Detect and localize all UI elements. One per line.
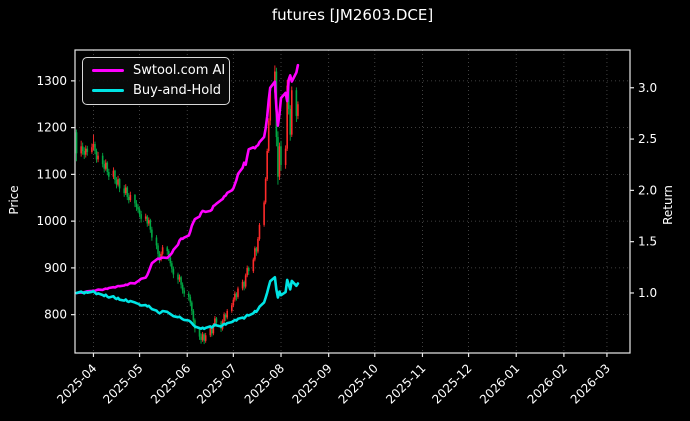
ai-return-line [75,63,300,295]
tick-label: 2.5 [638,132,657,146]
spines [74,49,631,354]
tick-label: 3.0 [638,81,657,95]
tick-label: 2025-09 [289,361,334,406]
tick-label: 2026-01 [477,361,522,406]
chart-title: futures [JM2603.DCE] [271,6,434,24]
tick-label: 2026-02 [525,361,570,406]
buyhold-line-swatch [92,88,124,93]
price-axis-label: Price [7,185,21,215]
tick-label: 2025-08 [242,361,287,406]
tick-label: 800 [44,308,67,322]
tick-label: 1200 [36,121,67,135]
tick-label: 2025-12 [429,361,474,406]
tick-label: 2.0 [638,183,657,197]
legend-item-ai: Swtool.com AI [92,63,225,78]
legend-item-buyhold: Buy-and-Hold [92,83,222,98]
tick-label: 1300 [36,74,67,88]
tick-label: 2025-10 [336,361,381,406]
tick-label: 2025-11 [383,361,428,406]
buyhold-return-line [75,275,300,331]
tick-label: 1100 [36,167,67,181]
tick-label: 2025-04 [54,361,99,406]
tick-label: 2026-03 [568,361,613,406]
tick-label: 1.5 [638,235,657,249]
legend: Swtool.com AI Buy-and-Hold [82,57,230,105]
legend-label-buyhold: Buy-and-Hold [133,83,222,98]
tick-label: 2025-06 [148,361,193,406]
return-axis-label: Return [661,185,675,225]
tick-label: 2025-05 [100,361,145,406]
axis-ticks: 800 900 1000 1100 1200 1300 1.0 1.5 2.0 2.5 3.0 202… [36,74,657,407]
tick-label: 2025-07 [194,361,239,406]
legend-label-ai: Swtool.com AI [133,63,226,78]
tick-label: 1000 [36,214,67,228]
ai-line-swatch [92,68,124,73]
tick-label: 900 [44,261,67,275]
tick-label: 1.0 [638,286,657,300]
